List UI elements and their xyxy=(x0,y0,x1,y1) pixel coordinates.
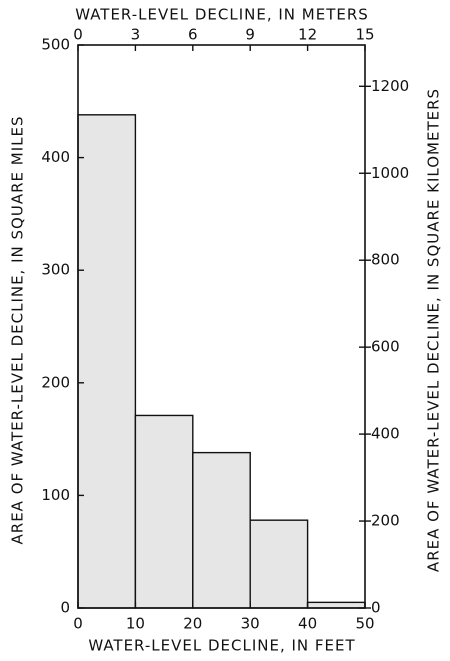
y-tick-label: 100 xyxy=(41,486,70,504)
y2-tick-label: 800 xyxy=(371,251,400,269)
y2-tick-label: 600 xyxy=(371,338,400,356)
bar xyxy=(134,414,194,609)
y-axis-title: AREA OF WATER-LEVEL DECLINE, IN SQUARE M… xyxy=(9,116,27,545)
x2-tick-label: 15 xyxy=(355,26,374,44)
y2-axis-title: AREA OF WATER-LEVEL DECLINE, IN SQUARE K… xyxy=(425,88,443,572)
bar xyxy=(306,601,366,609)
y2-tick-label: 400 xyxy=(371,425,400,443)
x2-tick-label: 12 xyxy=(298,26,317,44)
bar xyxy=(249,519,309,609)
y-tick-label: 0 xyxy=(60,599,70,617)
y2-tick-label: 200 xyxy=(371,512,400,530)
x-tick-label: 50 xyxy=(355,615,374,633)
x2-axis-title: WATER-LEVEL DECLINE, IN METERS xyxy=(75,6,369,24)
y2-tick-label: 0 xyxy=(371,599,381,617)
y-tick-label: 200 xyxy=(41,373,70,391)
y2-tick-label: 1200 xyxy=(371,77,409,95)
x2-tick-label: 0 xyxy=(73,26,83,44)
x-axis-title: WATER-LEVEL DECLINE, IN FEET xyxy=(88,637,355,655)
y-tick-label: 500 xyxy=(41,36,70,54)
x-tick-label: 0 xyxy=(73,615,83,633)
x-tick-label: 10 xyxy=(126,615,145,633)
plot-frame xyxy=(77,44,366,609)
bar xyxy=(192,451,251,609)
x2-tick-label: 9 xyxy=(245,26,255,44)
y-tick-label: 300 xyxy=(41,261,70,279)
bar xyxy=(77,114,137,609)
x-tick-label: 20 xyxy=(183,615,202,633)
x2-tick-label: 6 xyxy=(188,26,198,44)
x2-tick-label: 3 xyxy=(131,26,141,44)
x-tick-label: 40 xyxy=(298,615,317,633)
y2-tick-label: 1000 xyxy=(371,164,409,182)
y-tick-label: 400 xyxy=(41,148,70,166)
x-tick-label: 30 xyxy=(241,615,260,633)
